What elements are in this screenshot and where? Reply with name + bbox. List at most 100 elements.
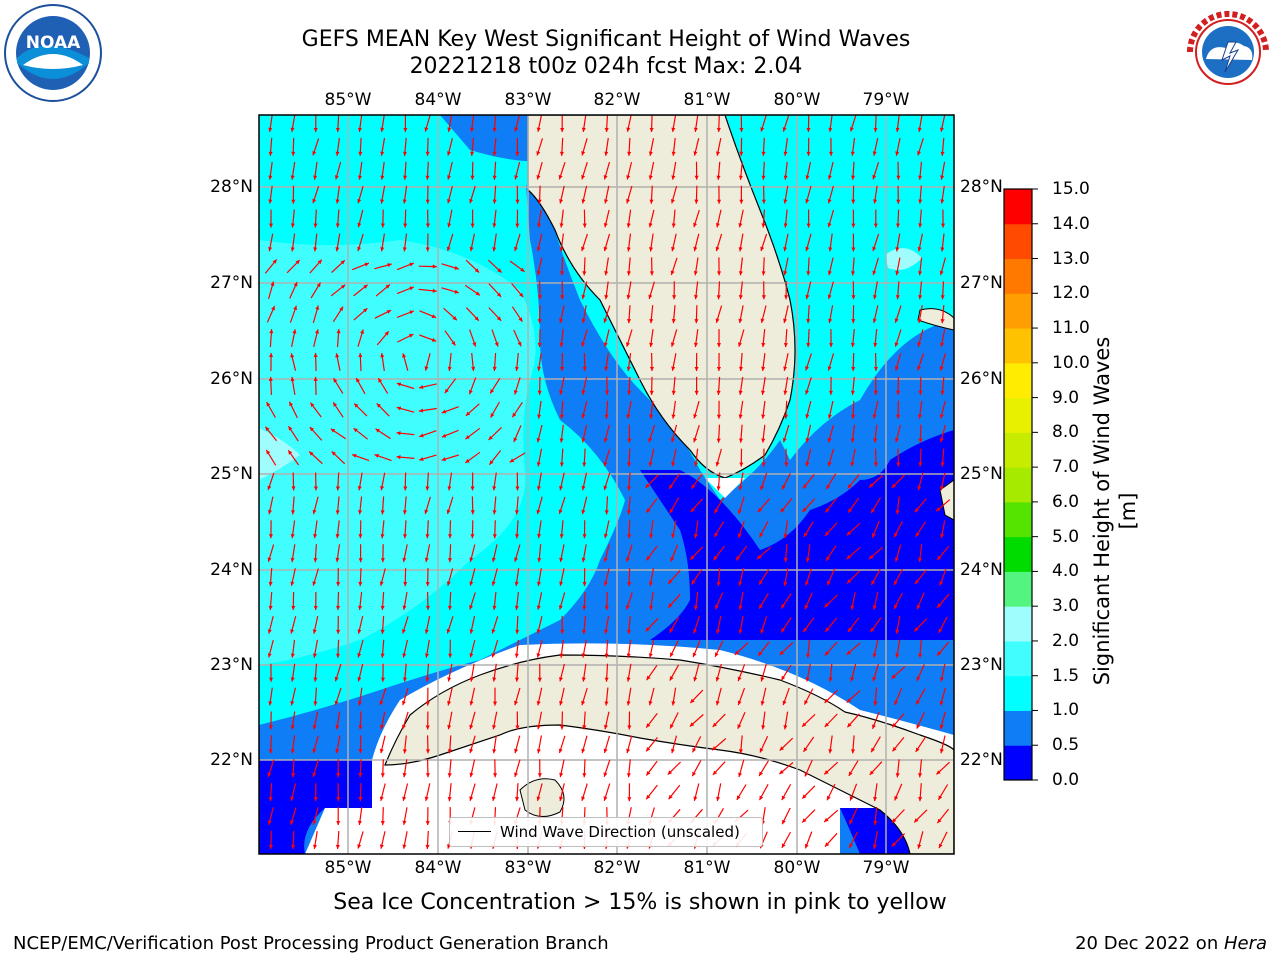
wave-direction-arrowhead bbox=[896, 199, 901, 204]
wave-direction-arrowhead bbox=[805, 462, 810, 467]
wave-direction-arrowhead bbox=[603, 318, 608, 323]
wave-direction-arrowhead bbox=[803, 532, 808, 537]
wave-direction-arrowhead bbox=[667, 770, 673, 775]
wave-direction-arrowhead bbox=[560, 128, 565, 132]
wave-direction-arrowhead bbox=[378, 378, 383, 383]
wave-direction-arrowhead bbox=[447, 749, 452, 754]
wave-direction-arrowhead bbox=[648, 223, 653, 228]
wave-direction-arrowhead bbox=[358, 510, 363, 515]
wave-direction-arrowhead bbox=[603, 461, 608, 467]
wave-direction-arrowhead bbox=[783, 151, 788, 156]
wave-direction-arrowhead bbox=[716, 581, 721, 587]
wave-direction-arrowhead bbox=[582, 366, 587, 371]
wave-direction-arrowhead bbox=[357, 486, 362, 491]
wave-direction-arrowhead bbox=[469, 653, 474, 658]
wave-direction-arrowhead bbox=[356, 378, 360, 383]
wave-direction-arrowhead bbox=[559, 462, 564, 467]
wave-direction-arrowhead bbox=[582, 582, 587, 587]
wave-direction-arrowhead bbox=[471, 366, 476, 371]
wave-direction-arrowhead bbox=[872, 414, 877, 419]
wave-direction-arrowhead bbox=[358, 725, 363, 730]
wave-direction-arrowhead bbox=[783, 247, 788, 252]
wave-direction-arrowhead bbox=[896, 223, 900, 228]
wave-direction-arrowhead bbox=[649, 534, 654, 539]
wave-direction-arrowhead bbox=[558, 605, 563, 610]
wave-direction-arrowhead bbox=[645, 627, 650, 632]
wave-direction-arrowhead bbox=[537, 366, 542, 371]
wave-direction-arrowhead bbox=[805, 438, 810, 443]
wave-direction-arrowhead bbox=[782, 127, 787, 132]
wave-direction-arrowhead bbox=[358, 605, 363, 610]
wave-direction-arrowhead bbox=[918, 462, 923, 467]
wave-direction-arrowhead bbox=[492, 175, 497, 180]
wave-direction-arrowhead bbox=[847, 627, 852, 632]
wave-direction-arrowhead bbox=[537, 581, 541, 586]
wave-direction-arrowhead bbox=[761, 438, 766, 443]
wave-direction-arrowhead bbox=[669, 508, 674, 514]
wave-direction-arrowhead bbox=[291, 486, 296, 491]
wave-direction-arrowhead bbox=[939, 724, 944, 730]
wave-direction-arrowhead bbox=[313, 128, 318, 132]
wave-direction-arrowhead bbox=[625, 605, 630, 610]
legend-label: Wind Wave Direction (unscaled) bbox=[500, 823, 740, 841]
wave-direction-arrowhead bbox=[716, 343, 721, 348]
wave-direction-arrowhead bbox=[559, 318, 564, 323]
wave-direction-arrowhead bbox=[358, 582, 363, 587]
colorbar-segment bbox=[1004, 328, 1032, 364]
wave-direction-arrowhead bbox=[873, 199, 878, 204]
wave-direction-arrowhead bbox=[761, 175, 766, 180]
wave-direction-arrowhead bbox=[803, 627, 808, 633]
wave-direction-arrowhead bbox=[469, 748, 474, 754]
wave-direction-arrowhead bbox=[335, 725, 340, 730]
colorbar-segment bbox=[1004, 467, 1032, 503]
wave-direction-arrowhead bbox=[514, 748, 519, 754]
wave-direction-arrowhead bbox=[781, 675, 786, 681]
wave-direction-arrowhead bbox=[714, 532, 719, 537]
wave-direction-arrowhead bbox=[431, 314, 437, 318]
wave-direction-arrowhead bbox=[268, 581, 273, 587]
wave-direction-arrowhead bbox=[627, 725, 632, 730]
wave-direction-arrowhead bbox=[536, 127, 541, 132]
wave-direction-arrowhead bbox=[515, 223, 520, 228]
wave-direction-arrowhead bbox=[804, 843, 809, 849]
wave-direction-arrowhead bbox=[403, 128, 408, 132]
wave-direction-arrowhead bbox=[465, 411, 471, 416]
wave-direction-arrowhead bbox=[761, 390, 765, 395]
svg-text:NOAA: NOAA bbox=[26, 33, 81, 53]
wave-direction-arrowhead bbox=[715, 223, 720, 228]
wave-direction-arrowhead bbox=[694, 175, 699, 180]
wave-direction-arrowhead bbox=[291, 844, 296, 849]
wave-direction-arrowhead bbox=[760, 485, 765, 490]
wave-direction-arrowhead bbox=[536, 462, 541, 467]
wave-direction-arrowhead bbox=[312, 725, 317, 730]
wave-direction-arrowhead bbox=[492, 605, 497, 610]
wave-direction-arrowhead bbox=[271, 306, 275, 311]
wave-direction-arrowhead bbox=[827, 461, 832, 467]
wave-direction-arrowhead bbox=[402, 151, 407, 156]
wave-direction-arrowhead bbox=[715, 318, 720, 323]
wave-direction-arrowhead bbox=[784, 295, 789, 300]
wave-direction-arrowhead bbox=[559, 677, 563, 682]
wave-direction-arrowhead bbox=[470, 151, 475, 156]
wave-direction-arrowhead bbox=[892, 818, 897, 823]
wave-direction-arrowhead bbox=[559, 796, 563, 801]
colorbar-segment bbox=[1004, 397, 1032, 433]
wave-direction-arrowhead bbox=[712, 770, 718, 775]
wave-direction-arrowhead bbox=[671, 390, 676, 395]
wave-direction-arrowhead bbox=[692, 652, 697, 658]
wave-direction-arrowhead bbox=[267, 485, 272, 490]
wave-direction-arrowhead bbox=[670, 199, 675, 204]
wave-direction-arrowhead bbox=[272, 259, 277, 264]
lon-label-bottom: 84°W bbox=[414, 858, 462, 878]
wave-direction-arrowhead bbox=[713, 555, 718, 561]
wave-direction-arrowhead bbox=[827, 414, 832, 419]
wave-direction-arrowhead bbox=[626, 198, 630, 204]
wave-direction-arrowhead bbox=[738, 605, 743, 610]
wave-direction-arrowhead bbox=[490, 389, 495, 394]
wave-direction-arrowhead bbox=[604, 199, 608, 204]
wave-direction-arrowhead bbox=[891, 483, 897, 488]
wave-direction-arrowhead bbox=[603, 581, 608, 586]
wave-direction-arrowhead bbox=[492, 534, 497, 539]
wave-direction-arrowhead bbox=[494, 342, 499, 347]
wave-direction-arrowhead bbox=[603, 772, 608, 777]
